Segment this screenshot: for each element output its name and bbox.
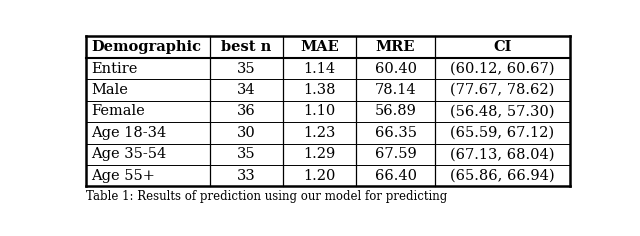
Text: MAE: MAE xyxy=(300,40,339,54)
Text: 1.10: 1.10 xyxy=(303,105,336,118)
Text: 66.35: 66.35 xyxy=(374,126,417,140)
Text: 60.40: 60.40 xyxy=(374,62,417,76)
Text: 36: 36 xyxy=(237,105,256,118)
Text: 34: 34 xyxy=(237,83,256,97)
Text: Male: Male xyxy=(91,83,128,97)
Text: 1.14: 1.14 xyxy=(303,62,335,76)
Text: Age 35-54: Age 35-54 xyxy=(91,147,166,161)
Text: 78.14: 78.14 xyxy=(375,83,417,97)
Text: 1.23: 1.23 xyxy=(303,126,336,140)
Text: Age 55+: Age 55+ xyxy=(91,169,155,183)
Text: 1.20: 1.20 xyxy=(303,169,336,183)
Text: (56.48, 57.30): (56.48, 57.30) xyxy=(451,105,555,118)
Text: Demographic: Demographic xyxy=(91,40,201,54)
Text: 1.29: 1.29 xyxy=(303,147,336,161)
Text: best n: best n xyxy=(221,40,271,54)
Text: 35: 35 xyxy=(237,62,256,76)
Text: MRE: MRE xyxy=(376,40,415,54)
Text: 67.59: 67.59 xyxy=(374,147,417,161)
Text: CI: CI xyxy=(493,40,512,54)
Text: (77.67, 78.62): (77.67, 78.62) xyxy=(451,83,555,97)
Text: 35: 35 xyxy=(237,147,256,161)
Text: Entire: Entire xyxy=(91,62,138,76)
Text: (67.13, 68.04): (67.13, 68.04) xyxy=(451,147,555,161)
Text: 1.38: 1.38 xyxy=(303,83,336,97)
Text: (65.86, 66.94): (65.86, 66.94) xyxy=(450,169,555,183)
Text: (60.12, 60.67): (60.12, 60.67) xyxy=(451,62,555,76)
Text: (65.59, 67.12): (65.59, 67.12) xyxy=(451,126,555,140)
Text: 56.89: 56.89 xyxy=(374,105,417,118)
Text: Age 18-34: Age 18-34 xyxy=(91,126,166,140)
Text: Table 1: Results of prediction using our model for predicting: Table 1: Results of prediction using our… xyxy=(86,190,447,203)
Text: 30: 30 xyxy=(237,126,256,140)
Text: 33: 33 xyxy=(237,169,256,183)
Text: Female: Female xyxy=(91,105,145,118)
Text: 66.40: 66.40 xyxy=(374,169,417,183)
